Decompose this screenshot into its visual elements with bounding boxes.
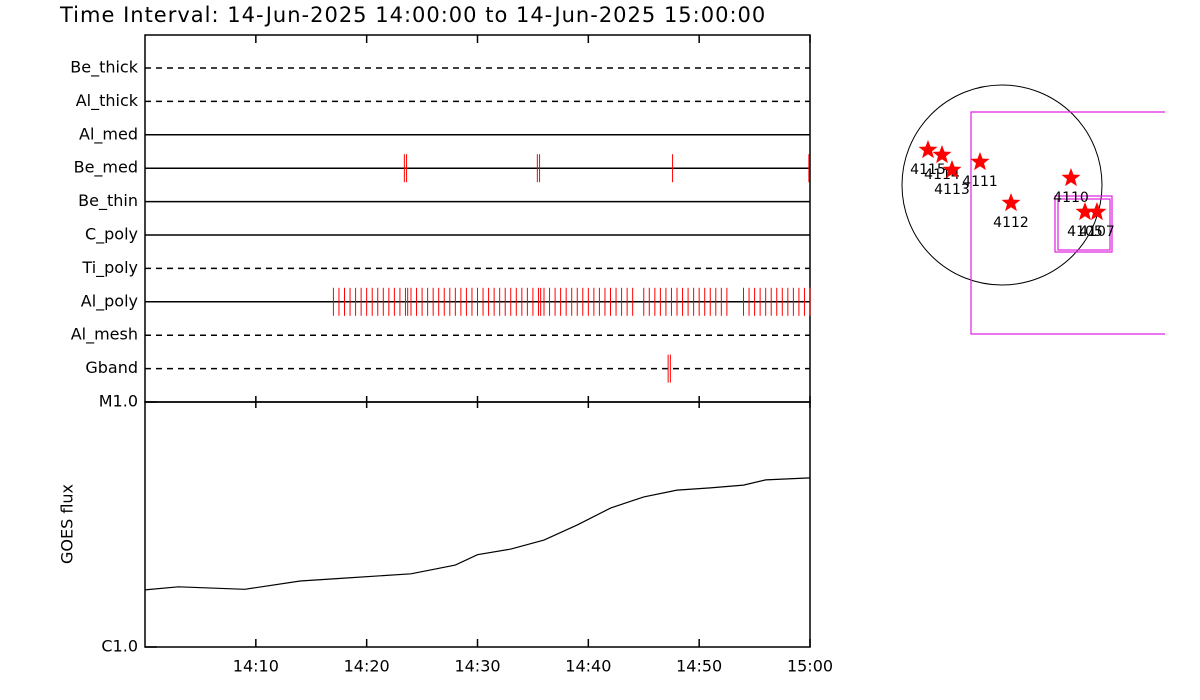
row-label: C_poly (85, 225, 138, 245)
region-star (1061, 168, 1081, 187)
x-tick-label: 14:20 (344, 657, 390, 676)
y-tick-label: C1.0 (101, 637, 138, 656)
row-label: Be_thick (70, 58, 138, 78)
fov-small (1057, 198, 1111, 251)
solar-disk (901, 84, 1103, 286)
y-axis-label: GOES flux (58, 484, 77, 564)
region-label: 4110 (1053, 190, 1089, 206)
row-label: Al_thick (76, 91, 139, 111)
region-label: 4107 (1079, 224, 1115, 240)
row-label: Al_poly (81, 291, 138, 311)
row-label: Be_med (74, 158, 138, 178)
x-tick-label: 15:00 (787, 657, 833, 676)
x-tick-label: 14:10 (233, 657, 279, 676)
region-star (1001, 193, 1021, 212)
row-label: Ti_poly (81, 258, 138, 278)
region-star (970, 152, 990, 171)
row-label: Gband (85, 358, 138, 377)
region-star (918, 140, 938, 159)
fov-large (970, 111, 1165, 335)
x-tick-label: 14:50 (676, 657, 722, 676)
goes-curve (144, 477, 811, 591)
region-label: 4105 (1067, 224, 1103, 240)
row-label: Al_med (79, 124, 138, 144)
region-label: 4112 (993, 215, 1029, 231)
region-star (932, 145, 952, 164)
goes-frame (144, 401, 811, 648)
region-star (942, 160, 962, 179)
region-star (1087, 202, 1107, 221)
timeline-frame (144, 34, 811, 403)
x-tick-label: 14:30 (454, 657, 500, 676)
region-label: 4113 (934, 182, 970, 198)
y-tick-label: M1.0 (99, 392, 138, 411)
chart-title: Time Interval: 14-Jun-2025 14:00:00 to 1… (59, 3, 766, 27)
x-tick-label: 14:40 (565, 657, 611, 676)
region-label: 4111 (962, 174, 998, 190)
region-star (1075, 202, 1095, 221)
fov-small (1054, 195, 1113, 253)
row-label: Be_thin (78, 191, 138, 211)
region-label: 4115 (910, 162, 946, 178)
row-label: Al_mesh (71, 325, 138, 345)
